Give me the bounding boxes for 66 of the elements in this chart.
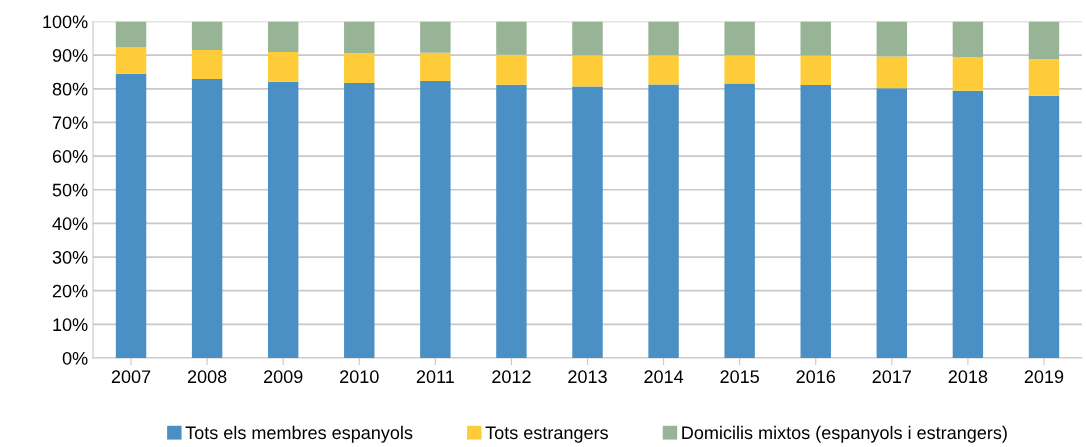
bar (648, 55, 679, 85)
legend-label: Tots els membres espanyols (185, 425, 413, 443)
bar (191, 79, 223, 358)
bar (115, 47, 147, 74)
bar (267, 21, 299, 53)
bar (572, 21, 603, 56)
bar (115, 21, 147, 48)
x-tick-label: 2012 (492, 370, 531, 384)
x-tick-label: 2018 (948, 370, 988, 384)
bar (344, 53, 375, 84)
bar (952, 57, 984, 91)
bar (876, 56, 908, 89)
bar (191, 50, 223, 80)
bar (1028, 95, 1060, 358)
y-tick-label: 90% (52, 49, 88, 62)
x-tick-label: 2011 (416, 370, 454, 384)
bar (420, 21, 451, 53)
bar (952, 90, 984, 358)
x-tick-label: 2019 (1024, 370, 1064, 384)
bar (344, 83, 375, 358)
bar (572, 55, 603, 87)
x-tick-label: 2016 (796, 370, 836, 384)
legend-label: Tots estrangers (485, 426, 608, 443)
x-tick-label: 2015 (720, 370, 759, 384)
bar (496, 84, 527, 358)
bar (267, 81, 299, 358)
bar (191, 21, 223, 51)
bar (724, 83, 755, 358)
bar (420, 81, 451, 358)
y-tick-label: 70% (52, 116, 88, 130)
bar (724, 21, 755, 56)
bar (952, 21, 984, 58)
bar (800, 85, 831, 358)
y-tick-label: 100% (43, 15, 88, 29)
bar (876, 88, 908, 358)
bar (115, 73, 147, 358)
legend-label: Domicilis mixtos (espanyols i estrangers) (682, 425, 1007, 443)
bar (420, 52, 451, 82)
bar (876, 21, 908, 57)
x-tick-label: 2008 (187, 370, 227, 384)
bar (724, 55, 755, 84)
bar (1028, 59, 1060, 96)
bar (344, 21, 375, 54)
y-tick-label: 0% (62, 351, 88, 365)
bar (648, 84, 679, 358)
x-tick-label: 2010 (340, 370, 379, 384)
y-tick-label: 50% (52, 183, 88, 197)
x-tick-label: 2013 (568, 370, 607, 384)
bar (800, 55, 831, 86)
x-tick-label: 2014 (644, 370, 684, 384)
y-tick-label: 20% (52, 284, 88, 298)
bar (800, 21, 831, 56)
bar (267, 52, 299, 82)
bar (1028, 21, 1060, 60)
bar (648, 21, 679, 56)
x-tick-label: 2017 (872, 370, 911, 384)
bar (496, 54, 527, 85)
bar (572, 86, 603, 358)
y-tick-label: 30% (52, 250, 88, 264)
x-tick-label: 2007 (111, 370, 151, 384)
y-tick-label: 40% (52, 217, 88, 231)
y-tick-label: 80% (52, 82, 88, 96)
x-tick-label: 2009 (264, 370, 303, 384)
y-tick-label: 10% (53, 318, 88, 332)
y-tick-label: 60% (52, 150, 88, 163)
bar (496, 21, 527, 55)
